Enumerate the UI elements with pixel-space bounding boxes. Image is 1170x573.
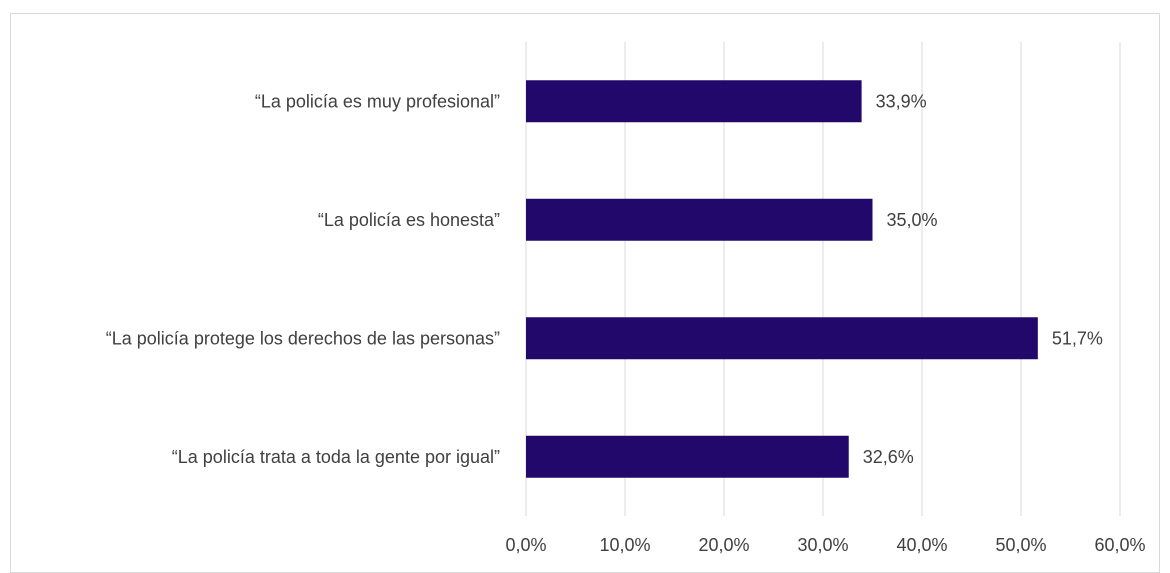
data-label: 33,9% [876,91,927,111]
x-tick-label: 50,0% [995,535,1046,555]
labels: 0,0% 10,0% 20,0% 30,0% 40,0% 50,0% 60,0% “La po… [106,91,1146,555]
x-tick-label: 40,0% [896,535,947,555]
category-label: “La policía es muy profesional” [255,91,500,111]
category-label: “La policía es honesta” [318,210,500,230]
bar [526,435,849,478]
data-label: 35,0% [887,210,938,230]
bar [526,198,873,241]
x-tick-label: 20,0% [698,535,749,555]
bar [526,317,1038,360]
x-tick-label: 10,0% [599,535,650,555]
data-label: 32,6% [863,447,914,467]
bars [526,80,1038,478]
category-label: “La policía protege los derechos de las … [106,328,500,348]
data-label: 51,7% [1052,328,1103,348]
category-label: “La policía trata a toda la gente por ig… [172,447,500,467]
x-tick-label: 60,0% [1094,535,1145,555]
x-tick-label: 30,0% [797,535,848,555]
x-tick-label: 0,0% [505,535,546,555]
bar [526,80,862,123]
